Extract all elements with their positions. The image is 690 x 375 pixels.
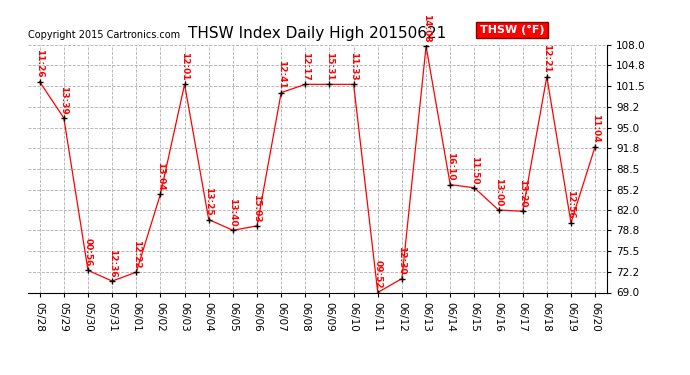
Text: 14:08: 14:08 — [422, 14, 431, 42]
Text: 15:31: 15:31 — [325, 52, 334, 81]
Text: 13:20: 13:20 — [518, 179, 527, 207]
Text: 11:26: 11:26 — [35, 50, 44, 78]
Text: THSW (°F): THSW (°F) — [480, 25, 544, 35]
Text: 09:52: 09:52 — [373, 260, 382, 289]
Text: 00:56: 00:56 — [83, 238, 92, 267]
Text: 11:50: 11:50 — [470, 156, 479, 184]
Text: 13:04: 13:04 — [156, 162, 165, 190]
Text: 12:17: 12:17 — [301, 52, 310, 81]
Text: 12:01: 12:01 — [180, 52, 189, 81]
Title: THSW Index Daily High 20150621: THSW Index Daily High 20150621 — [188, 26, 446, 41]
Text: 12:22: 12:22 — [132, 240, 141, 268]
Text: 15:03: 15:03 — [253, 194, 262, 222]
Text: 11:04: 11:04 — [591, 114, 600, 143]
Text: 16:10: 16:10 — [446, 152, 455, 181]
Text: 13:39: 13:39 — [59, 86, 68, 114]
Text: 12:30: 12:30 — [397, 246, 406, 275]
Text: Copyright 2015 Cartronics.com: Copyright 2015 Cartronics.com — [28, 30, 179, 40]
Text: 12:21: 12:21 — [542, 44, 551, 73]
Text: 13:00: 13:00 — [494, 178, 503, 206]
Text: 12:56: 12:56 — [566, 190, 575, 219]
Text: 11:33: 11:33 — [349, 52, 358, 81]
Text: 13:40: 13:40 — [228, 198, 237, 226]
Text: 13:25: 13:25 — [204, 187, 213, 216]
Text: 12:41: 12:41 — [277, 60, 286, 89]
Text: 12:36: 12:36 — [108, 249, 117, 278]
